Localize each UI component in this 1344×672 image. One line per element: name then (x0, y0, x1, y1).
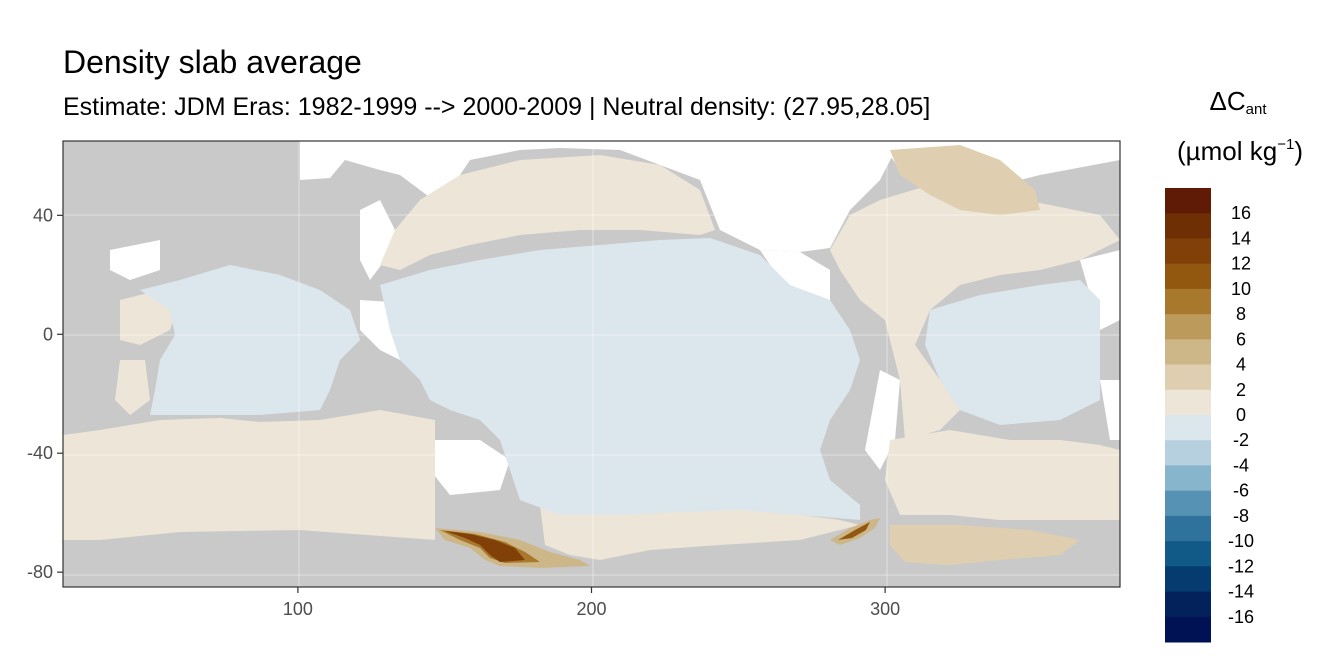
southern-ocean-pacific (540, 505, 860, 560)
y-tick-label: -40 (27, 443, 53, 463)
legend-break-label: -14 (1228, 582, 1254, 602)
legend-break-label: -8 (1233, 506, 1249, 526)
nodata-east-asia (360, 200, 395, 280)
legend-break-label: 6 (1236, 329, 1246, 349)
legend-color-step (1165, 364, 1211, 391)
legend-color-step (1165, 213, 1211, 239)
pacific-interior (380, 238, 860, 520)
south-atlantic (885, 430, 1120, 520)
y-tick-label: 0 (43, 324, 53, 344)
negative-ocean (140, 238, 1100, 520)
legend-title-sub: ant (1245, 101, 1267, 118)
nodata-indian-north (110, 240, 160, 280)
mozambique (115, 360, 150, 415)
legend-break-label: 8 (1236, 304, 1246, 324)
legend-break-label: 2 (1236, 380, 1246, 400)
legend-color-step (1165, 314, 1211, 340)
ross-sea-core (445, 531, 525, 562)
chart-title: Density slab average (63, 44, 362, 80)
legend-break-label: 4 (1236, 355, 1246, 375)
legend-title-main: ΔC (1209, 86, 1246, 116)
legend-color-step (1165, 490, 1211, 517)
y-tick-label: 40 (33, 205, 53, 225)
nodata-south-atlantic-east (1100, 380, 1120, 440)
legend-unit-pre: (µmol kg (1177, 136, 1278, 166)
legend-color-step (1165, 188, 1211, 214)
legend-color-step (1165, 238, 1211, 265)
legend-unit: (µmol kg−1) (1160, 136, 1320, 167)
weddell-sea-core (838, 522, 870, 540)
legend-unit-post: ) (1294, 136, 1303, 166)
legend-color-step (1165, 339, 1211, 366)
legend-color-step (1165, 465, 1211, 492)
legend-break-label: -12 (1228, 556, 1254, 576)
southern-ocean-indian (63, 410, 435, 540)
indian-interior (140, 265, 360, 415)
legend-color-step (1165, 566, 1211, 593)
legend-color-step (1165, 440, 1211, 466)
positive-ocean (63, 155, 1120, 560)
nodata-gulf (760, 250, 830, 300)
chart-subtitle: Estimate: JDM Eras: 1982-1999 --> 2000-2… (63, 93, 931, 121)
legend-break-label: 16 (1231, 203, 1251, 223)
north-pacific (380, 155, 715, 270)
legend-color-step (1165, 515, 1211, 542)
x-tick-label: 300 (870, 599, 900, 619)
legend-break-label: -16 (1228, 607, 1254, 627)
legend-break-label: -6 (1233, 481, 1249, 501)
legend-color-step (1165, 591, 1211, 618)
nodata-arctic-pacific (300, 141, 900, 252)
legend-break-label: 10 (1231, 279, 1251, 299)
x-tick-label: 100 (283, 599, 313, 619)
legend-title: ΔCant (1168, 86, 1308, 118)
atlantic-basin (830, 185, 1120, 440)
antarctic-plumes (435, 145, 1080, 568)
north-atlantic-tan (890, 145, 1040, 215)
legend-break-label: -2 (1233, 430, 1249, 450)
legend-color-step (1165, 616, 1211, 643)
legend-colorbar: 16 14 12 10 8 6 4 2 0 -2 -4 -6 -8 -10 -12 -14 -16 (1165, 188, 1254, 643)
map-panel (63, 141, 1120, 587)
south-atlantic-east (925, 280, 1100, 425)
weddell-plateau (890, 525, 1080, 565)
gridlines (63, 141, 1120, 587)
legend-break-label: -4 (1233, 455, 1249, 475)
legend-break-label: 12 (1231, 254, 1251, 274)
legend-break-label: -10 (1228, 531, 1254, 551)
legend-break-label: 0 (1236, 405, 1246, 425)
nodata-tropical-atlantic (1080, 250, 1120, 330)
legend-color-step (1165, 415, 1211, 441)
x-tick-label: 200 (576, 599, 606, 619)
legend-color-step (1165, 541, 1211, 567)
legend-color-step (1165, 389, 1211, 416)
legend-color-step (1165, 288, 1211, 315)
y-tick-label: -80 (27, 562, 53, 582)
legend-color-step (1165, 263, 1211, 290)
legend-break-label: 14 (1231, 228, 1251, 248)
legend-unit-sup: −1 (1277, 136, 1295, 153)
nodata-south-pacific (430, 440, 510, 495)
